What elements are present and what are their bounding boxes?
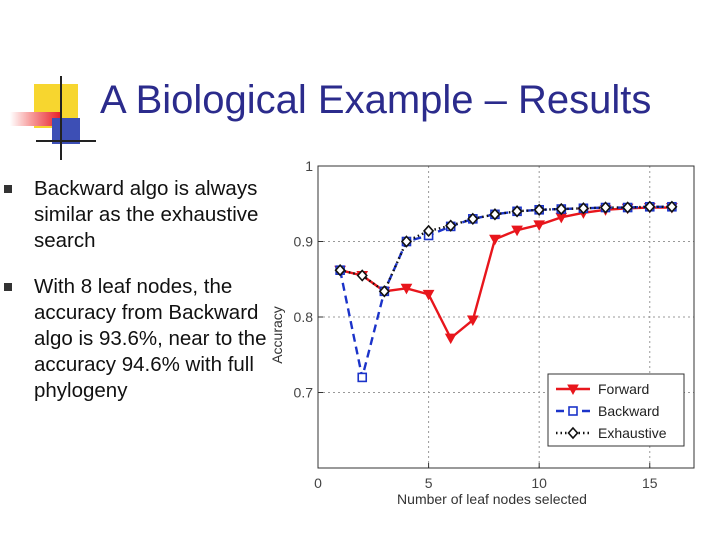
data-point-exhaustive: [489, 208, 501, 221]
data-point-exhaustive: [467, 212, 479, 226]
data-point-exhaustive: [644, 200, 656, 213]
series-line-forward: [339, 206, 672, 341]
data-point-exhaustive: [622, 201, 634, 214]
data-point-exhaustive: [577, 202, 589, 215]
data-point-backward: [357, 372, 368, 383]
bullet-text: Backward algo is always similar as the e…: [34, 177, 259, 252]
chart-svg: 0 5 10 15 0.7 0.8 0.9 1 Number of leaf nodes sel…: [269, 158, 695, 507]
data-point-exhaustive: [356, 269, 368, 282]
ornament-red-bar: [10, 112, 60, 126]
data-point-forward: [400, 283, 413, 295]
y-tick-label: 0.9: [294, 234, 314, 250]
bullet-square-icon: [4, 185, 12, 193]
x-tick-label: 10: [531, 475, 547, 491]
x-tick-label: 5: [425, 475, 433, 491]
x-tick-label: 0: [314, 475, 322, 491]
x-tick-label: 15: [642, 475, 658, 491]
bullet-list: Backward algo is always similar as the e…: [0, 176, 270, 424]
ornament-blue-square: [52, 118, 80, 144]
data-point-exhaustive: [423, 224, 435, 238]
data-point-exhaustive: [599, 201, 612, 214]
legend-marker-backward: [568, 406, 578, 416]
bullet-item: With 8 leaf nodes, the accuracy from Bac…: [0, 274, 270, 404]
data-point-forward: [489, 234, 501, 246]
legend-marker-forward: [567, 384, 579, 396]
y-axis-label: Accuracy: [269, 306, 285, 364]
bullet-item: Backward algo is always similar as the e…: [0, 176, 270, 254]
data-point-exhaustive: [511, 205, 523, 218]
accuracy-chart: 0 5 10 15 0.7 0.8 0.9 1 Number of leaf nodes sel…: [262, 150, 712, 520]
data-point-exhaustive: [334, 263, 346, 277]
series-line-exhaustive: [339, 205, 672, 294]
data-point-forward: [533, 220, 546, 231]
legend-marker-exhaustive: [567, 426, 579, 440]
legend-label-forward: Forward: [598, 381, 649, 397]
ornament-vertical-line: [60, 76, 62, 160]
ornament-horizontal-line: [36, 140, 96, 142]
bullet-square-icon: [4, 283, 12, 291]
bullet-text: With 8 leaf nodes, the accuracy from Bac…: [34, 275, 267, 402]
data-point-exhaustive: [378, 285, 390, 298]
y-tick-label: 0.8: [294, 309, 314, 325]
data-point-exhaustive: [533, 203, 545, 216]
y-tick-label: 0.7: [294, 385, 314, 401]
data-point-exhaustive: [666, 200, 678, 213]
x-axis-label: Number of leaf nodes selected: [397, 491, 587, 507]
legend-label-backward: Backward: [598, 403, 659, 419]
data-point-exhaustive: [445, 219, 457, 232]
slide-title: A Biological Example – Results: [100, 78, 652, 122]
data-point-forward: [422, 289, 435, 301]
data-point-forward: [444, 333, 457, 345]
data-point-forward: [466, 315, 479, 327]
data-point-exhaustive: [555, 202, 567, 216]
legend-label-exhaustive: Exhaustive: [598, 425, 667, 441]
data-point-exhaustive: [400, 235, 413, 248]
y-tick-label: 1: [305, 158, 313, 174]
slide-ornament: [0, 70, 100, 170]
data-point-forward: [511, 225, 523, 237]
